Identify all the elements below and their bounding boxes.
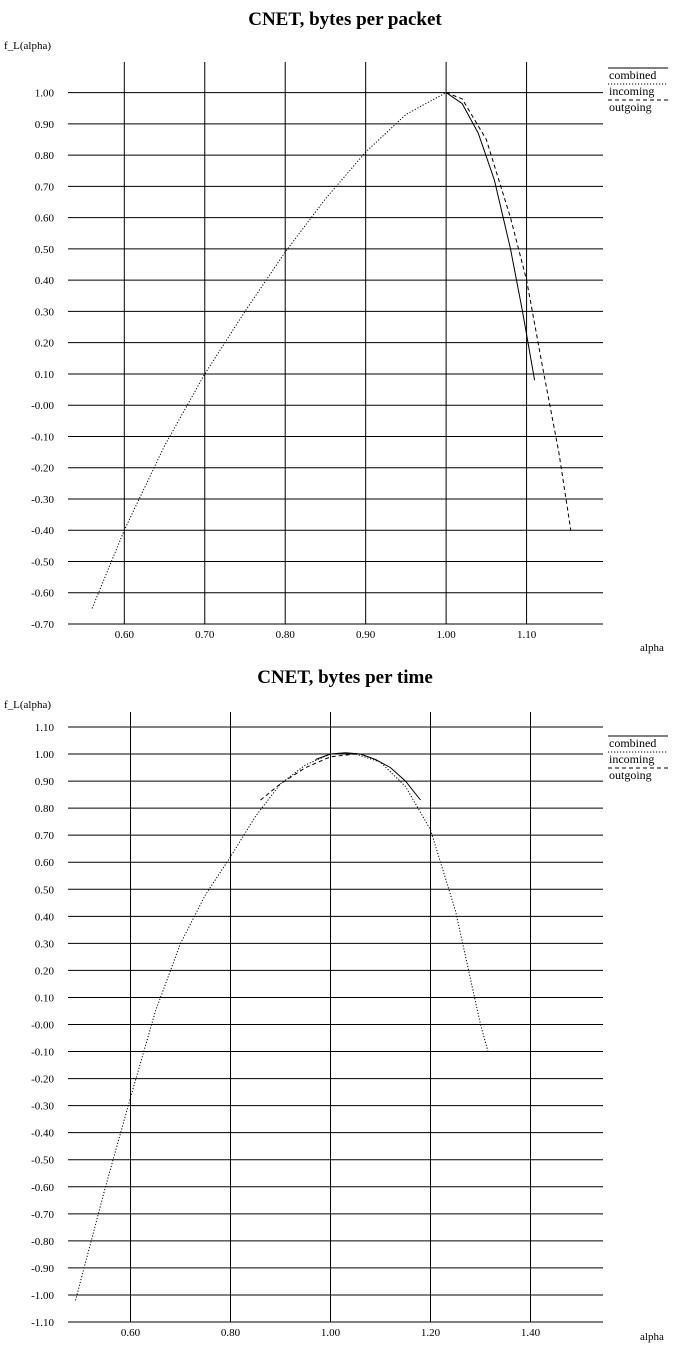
y-axis-label: f_L(alpha) [4, 40, 51, 52]
legend-label-outgoing: outgoing [609, 100, 652, 114]
y-tick-label: 0.10 [35, 369, 55, 381]
y-tick-label: 0.80 [35, 150, 55, 162]
y-tick-label: -0.80 [31, 1236, 54, 1248]
y-tick-label: -0.00 [31, 1020, 54, 1032]
series-line-incoming [75, 753, 489, 1301]
y-tick-label: 0.60 [35, 213, 55, 225]
y-tick-label: 0.60 [35, 857, 55, 869]
y-tick-label: 0.40 [35, 911, 55, 923]
y-tick-label: -0.50 [31, 1155, 54, 1167]
y-tick-label: 0.30 [35, 938, 55, 950]
y-tick-label: 0.70 [35, 181, 55, 193]
chart-bytes-per-packet: CNET, bytes per packet f_L(alpha) alpha … [4, 9, 668, 654]
y-tick-label: -0.10 [31, 431, 54, 443]
y-tick-label: 0.70 [35, 830, 55, 842]
y-tick-label: 0.50 [35, 884, 55, 896]
chart-title: CNET, bytes per packet [248, 9, 442, 30]
x-tick-label: 1.00 [436, 629, 456, 641]
x-tick-label: 1.20 [421, 1327, 441, 1339]
chart-bytes-per-time: CNET, bytes per time f_L(alpha) alpha 1.… [4, 667, 668, 1343]
y-axis-label: f_L(alpha) [4, 699, 51, 711]
series-line-incoming [91, 92, 447, 609]
legend-label-combined: combined [609, 68, 656, 82]
series-line-combined [315, 752, 421, 801]
x-tick-label: 0.80 [276, 629, 296, 641]
y-tick-label: 0.10 [35, 992, 55, 1004]
y-tick-label: 1.00 [35, 749, 55, 761]
x-tick-label: 1.00 [321, 1327, 341, 1339]
y-tick-label: -0.60 [31, 588, 54, 600]
x-tick-label: 1.40 [521, 1327, 541, 1339]
legend-label-outgoing: outgoing [609, 768, 652, 782]
y-tick-label: -0.20 [31, 463, 54, 475]
y-tick-label: 0.20 [35, 965, 55, 977]
series-line-outgoing [445, 92, 572, 531]
x-axis-label: alpha [640, 1331, 664, 1343]
y-tick-label: -0.30 [31, 1101, 54, 1113]
y-tick-label: -0.10 [31, 1047, 54, 1059]
legend-label-incoming: incoming [609, 752, 654, 766]
chart-title: CNET, bytes per time [257, 667, 433, 688]
y-tick-label: 0.90 [35, 119, 55, 131]
x-tick-label: 0.90 [356, 629, 376, 641]
y-tick-label: -0.70 [31, 619, 54, 631]
y-tick-label: -0.90 [31, 1263, 54, 1275]
x-axis-label: alpha [640, 642, 664, 654]
y-tick-label: -1.10 [31, 1317, 54, 1329]
y-tick-label: 0.40 [35, 275, 55, 287]
y-tick-label: 0.50 [35, 244, 55, 256]
series-line-combined [445, 92, 536, 381]
y-tick-label: 0.20 [35, 338, 55, 350]
y-tick-label: -0.40 [31, 525, 54, 537]
y-tick-label: 0.90 [35, 776, 55, 788]
x-tick-label: 0.80 [221, 1327, 241, 1339]
x-tick-label: 0.60 [115, 629, 135, 641]
y-tick-label: 0.30 [35, 306, 55, 318]
y-tick-label: 0.80 [35, 803, 55, 815]
y-tick-label: -0.30 [31, 494, 54, 506]
y-tick-label: 1.10 [35, 722, 55, 734]
series-line-outgoing [260, 753, 581, 801]
y-tick-label: -0.40 [31, 1128, 54, 1140]
y-tick-label: -0.60 [31, 1182, 54, 1194]
x-tick-label: 0.60 [121, 1327, 141, 1339]
y-tick-label: -0.70 [31, 1209, 54, 1221]
y-tick-label: -0.00 [31, 400, 54, 412]
y-tick-label: 1.00 [35, 88, 55, 100]
x-tick-label: 1.10 [517, 629, 537, 641]
legend-label-combined: combined [609, 736, 656, 750]
legend-label-incoming: incoming [609, 84, 654, 98]
y-tick-label: -0.20 [31, 1074, 54, 1086]
y-tick-label: -1.00 [31, 1290, 54, 1302]
y-tick-label: -0.50 [31, 556, 54, 568]
x-tick-label: 0.70 [195, 629, 215, 641]
